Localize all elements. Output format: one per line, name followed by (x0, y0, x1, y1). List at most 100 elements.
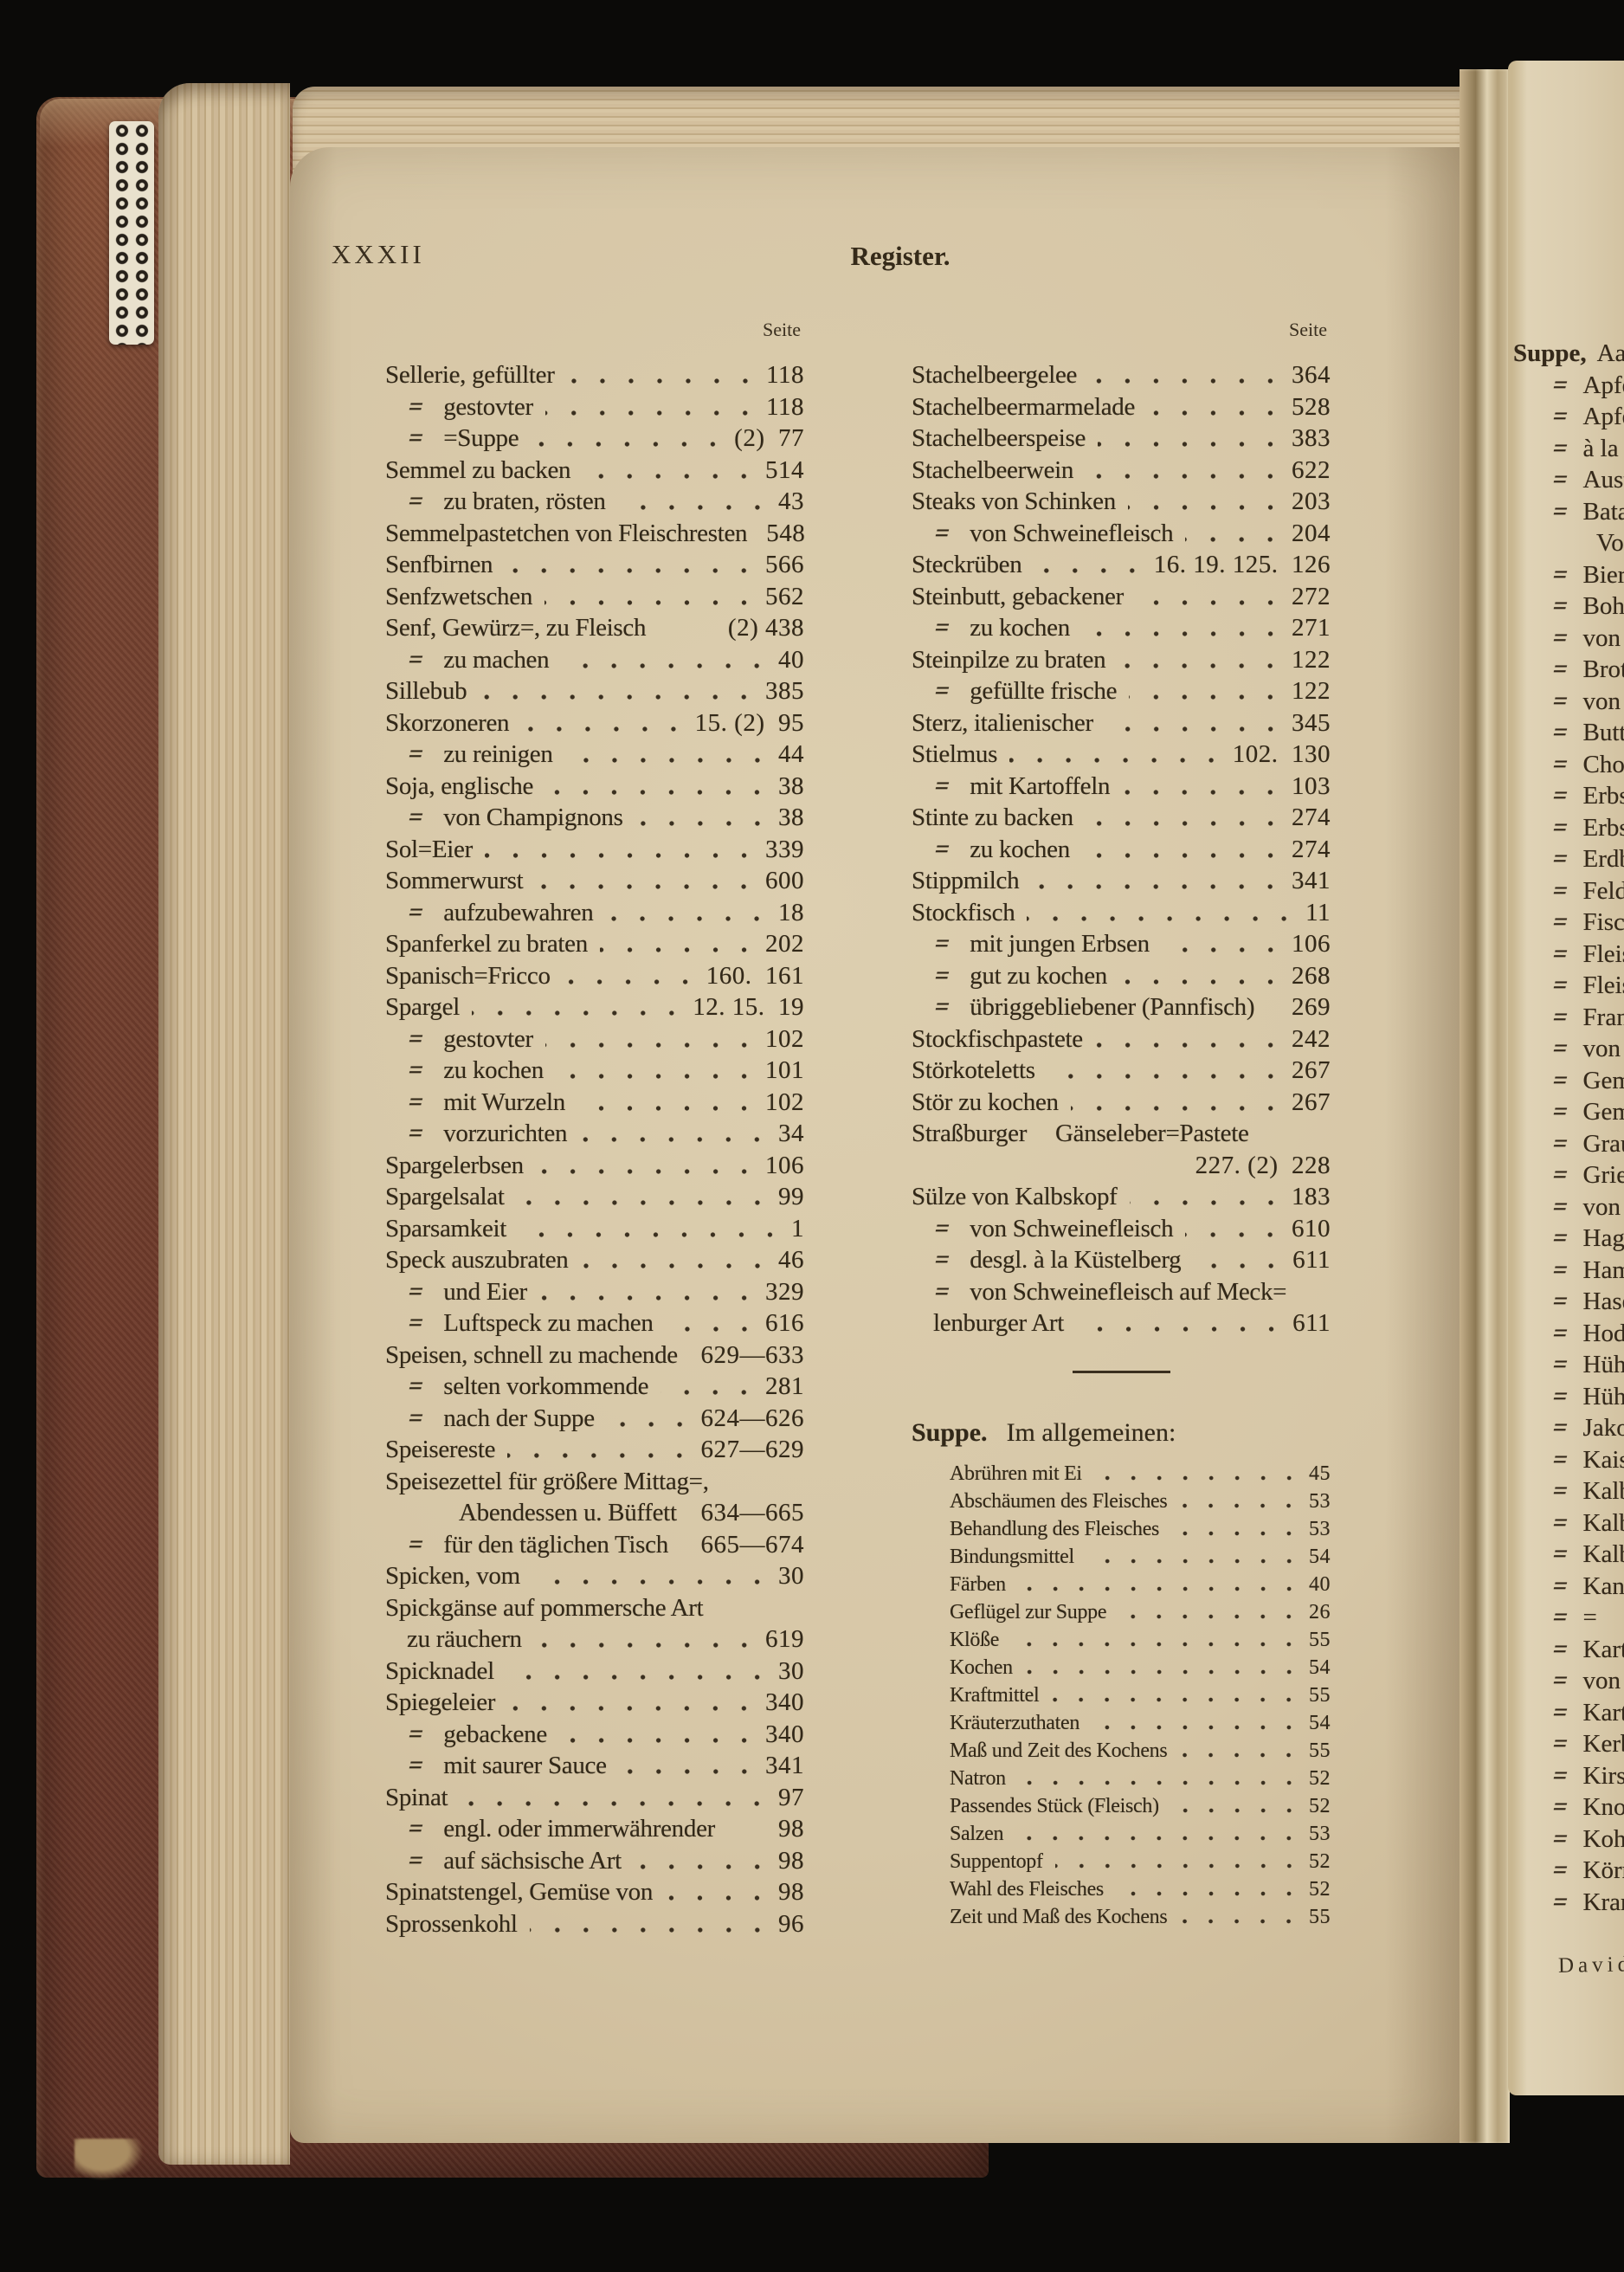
entry-title: Kochen (950, 1656, 1013, 1679)
index-entry: = vorzurichten 34 (385, 1118, 804, 1150)
repeat-mark: = (405, 1309, 427, 1337)
repeat-mark: = (405, 1404, 427, 1432)
entry-page-ref: 268 (1292, 961, 1331, 990)
index-entry: Steaks von Schinken 203 (912, 486, 1331, 518)
entry-page-ref: 267 (1292, 1088, 1331, 1116)
entry-page-ref: 55 (1309, 1628, 1331, 1651)
repeat-mark: = (931, 519, 953, 547)
suppe-section-title-rest: Im allgemeinen: (1006, 1417, 1176, 1447)
entry-title: zu kochen (443, 1056, 544, 1084)
entry-title: Senfbirnen (385, 551, 493, 578)
entry-title-fragment: Austern (1582, 466, 1624, 494)
entry-page-ref: 98 (778, 1846, 804, 1875)
dot-leader (566, 377, 760, 386)
entry-title: für den täglichen Tisch (443, 1530, 668, 1559)
dot-leader (689, 1514, 694, 1523)
dot-leader (617, 503, 771, 513)
index-entry: Sommerwurst 600 (385, 865, 804, 897)
repeat-mark: = (1550, 1477, 1571, 1505)
entry-page-ref: 53 (1309, 1489, 1331, 1513)
dot-leader (1031, 882, 1285, 892)
entry-page-ref: 52 (1309, 1794, 1331, 1817)
entry-title-fragment: Körne (1582, 1856, 1624, 1884)
dot-leader (658, 629, 721, 638)
repeat-mark: = (1550, 719, 1571, 746)
dot-leader (1266, 1009, 1285, 1017)
dot-leader (1179, 1750, 1302, 1759)
entry-title: Spicken, vom (385, 1562, 520, 1590)
suppe-section-lead: Suppe. (912, 1417, 988, 1447)
repeat-mark: = (1550, 750, 1571, 778)
dot-leader (507, 1704, 758, 1714)
entry-title: Spinatstengel, Gemüse von (385, 1878, 654, 1906)
entry-page-ref: 38 (778, 804, 804, 831)
index-entry: Stippmilch 341 (912, 865, 1331, 897)
next-page-entry: = Grau (1513, 1128, 1624, 1160)
entry-title: mit saurer Sauce (443, 1752, 607, 1779)
dot-leader (460, 1798, 771, 1808)
dot-leader (665, 1325, 758, 1334)
entry-title: Semmelpastetchen von Fleischresten (385, 519, 748, 547)
repeat-mark: = (405, 1815, 427, 1843)
index-entry: Stachelbeergelee 364 (912, 359, 1331, 391)
entry-page-ref: 98 (778, 1815, 804, 1843)
entry-title: Steinbutt, gebackener (912, 582, 1124, 610)
book-gutter (1460, 69, 1510, 2143)
dot-leader (1127, 503, 1285, 513)
dot-leader (1118, 1611, 1302, 1621)
entry-title: von Champignons (443, 804, 623, 831)
entry-title: zu braten, rösten (443, 487, 606, 515)
suppe-subentry: Abrühren mit Ei 45 (950, 1460, 1331, 1488)
entry-title-fragment: Jakob (1582, 1414, 1624, 1442)
index-entry: Spargelsalat 99 (385, 1181, 804, 1213)
dot-leader (1161, 946, 1285, 955)
dot-leader (1047, 1072, 1285, 1081)
dot-leader (1105, 724, 1285, 733)
index-entry: Senfzwetschen 562 (385, 581, 804, 613)
entry-page-ref: 26 (1309, 1600, 1331, 1623)
entry-title-fragment: Apfel= (1582, 371, 1624, 399)
index-entry: = von Schweinefleisch auf Meck= (912, 1276, 1331, 1308)
dot-leader (1086, 471, 1285, 481)
repeat-mark: = (405, 740, 427, 768)
index-entry: = mit saurer Sauce 341 (385, 1750, 804, 1782)
index-entry: Spicknadel 30 (385, 1656, 804, 1688)
index-entry: Steckrüben 16. 19. 125. 126 (912, 549, 1331, 581)
dot-leader (471, 1009, 686, 1018)
index-entry: Spanisch=Fricco 160. 161 (385, 960, 804, 992)
entry-title: zu kochen (970, 835, 1070, 863)
dot-leader (1185, 534, 1285, 544)
next-page-entry: = Erdbee (1513, 843, 1624, 875)
entry-title: gebackene (443, 1720, 547, 1748)
repeat-mark: = (405, 1720, 427, 1748)
entry-title-fragment: von H (1582, 1192, 1624, 1221)
dot-leader (1170, 1805, 1302, 1815)
entry-title: Spargelerbsen (385, 1151, 524, 1179)
entry-lead-word: Suppe, (1513, 339, 1587, 367)
entry-title-fragment: Gemü (1582, 1098, 1624, 1126)
entry-title-fragment: von j (1582, 1035, 1624, 1062)
repeat-mark: = (1550, 1288, 1571, 1315)
entry-page-ref: 160. 161 (706, 961, 804, 990)
entry-title-fragment: von B (1582, 623, 1624, 652)
next-page-entry: = Apfel= (1513, 370, 1624, 402)
index-entry: Stockfischpastete 242 (912, 1023, 1331, 1055)
entry-title: Spanisch=Fricco (385, 961, 551, 990)
suppe-subentry: Maß und Zeit des Kochens 55 (950, 1737, 1331, 1765)
next-page-entry: = Bohne (1513, 591, 1624, 623)
repeat-mark: = (405, 645, 427, 674)
entry-title: Störkoteletts (912, 1056, 1035, 1084)
entry-title-fragment: von B (1582, 687, 1624, 715)
library-label (109, 121, 154, 345)
dot-leader (1027, 913, 1299, 923)
dot-leader (1299, 1294, 1324, 1302)
next-page-entry: = = (1513, 1602, 1624, 1634)
next-page-entry: = Hühn (1513, 1381, 1624, 1413)
entry-page-ref: 15. (2) 95 (694, 708, 804, 737)
entry-page-ref: 46 (778, 1246, 804, 1274)
entry-title: Stockfischpastete (912, 1024, 1083, 1053)
entry-page-ref: 40 (778, 645, 804, 674)
suppe-subentry: Salzen 53 (950, 1820, 1331, 1848)
dot-leader (1094, 1040, 1285, 1049)
entry-page-ref: 183 (1292, 1183, 1331, 1210)
